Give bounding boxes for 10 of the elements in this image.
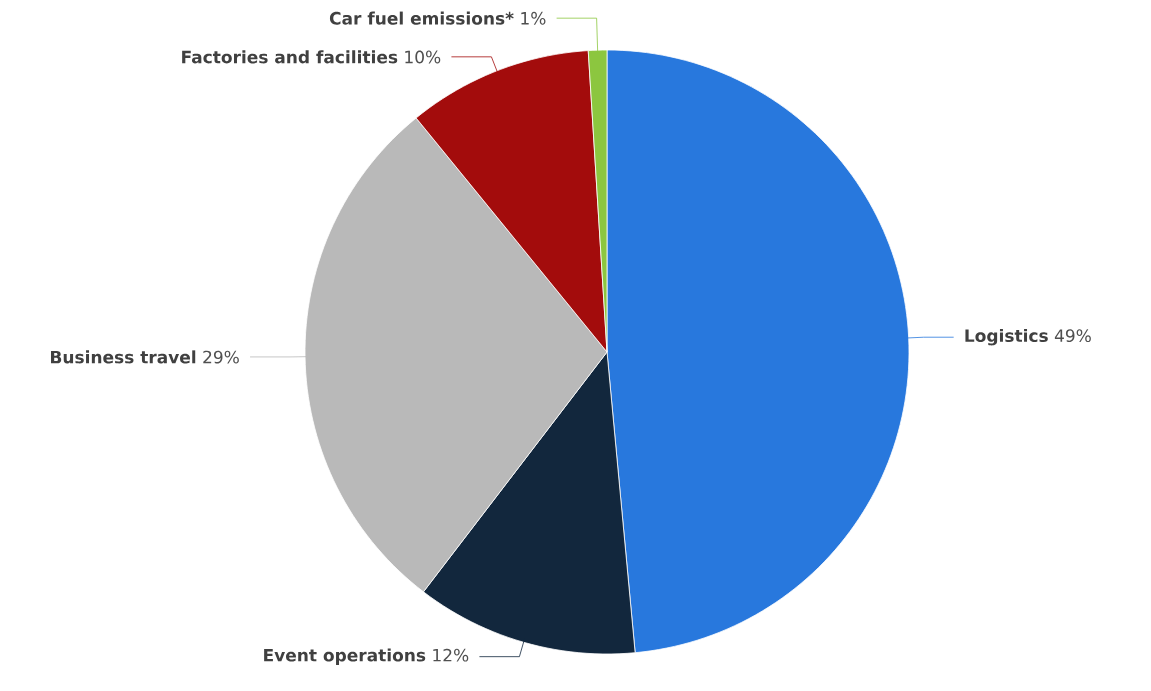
slice-label: Event operations bbox=[264, 648, 426, 665]
slice-label: Factories and facilities bbox=[182, 50, 398, 64]
slice-label: Car fuel emissions* bbox=[329, 11, 514, 25]
slice-label: Logistics bbox=[965, 328, 1048, 346]
data-label: 1% bbox=[521, 11, 546, 25]
data-label: 12% bbox=[433, 648, 469, 662]
data-label: 49% bbox=[1054, 329, 1091, 343]
slice-label: Business travel bbox=[51, 350, 196, 364]
data-label: 10% bbox=[405, 50, 441, 64]
data-label: 29% bbox=[203, 350, 239, 364]
